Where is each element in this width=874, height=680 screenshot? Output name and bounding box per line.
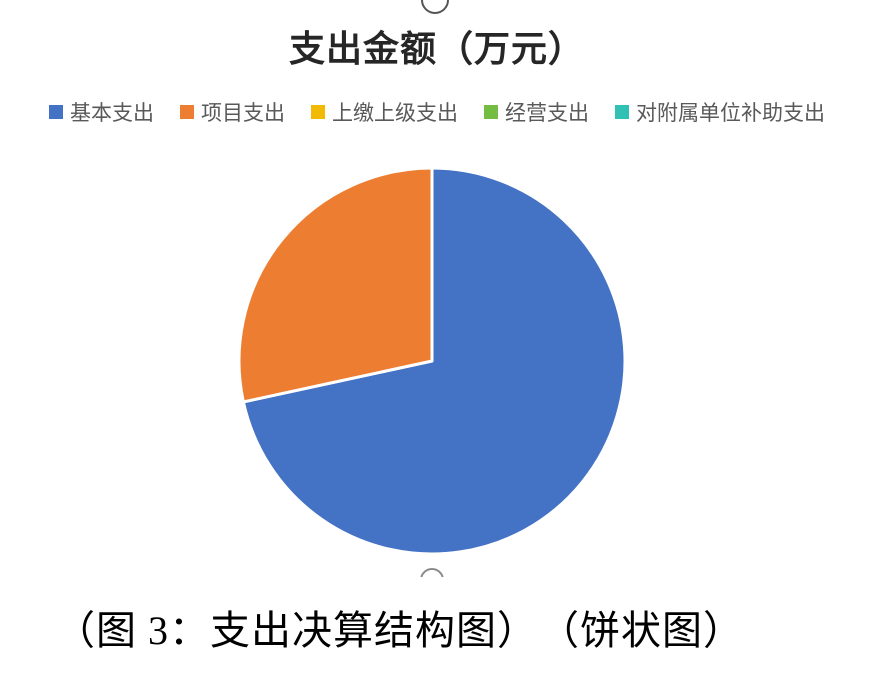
- legend-label-affiliated-subsidy: 对附属单位补助支出: [636, 101, 825, 125]
- legend-swatch-project-icon: [180, 105, 194, 119]
- pie-slice-0[interactable]: [241, 166, 627, 556]
- chart-title[interactable]: 支出金额（万元）: [288, 29, 585, 69]
- figure-caption: （图 3：支出决算结构图） （饼状图）: [55, 608, 744, 653]
- legend-item-affiliated-subsidy[interactable]: 对附属单位补助支出: [615, 97, 825, 127]
- legend-label-operating: 经营支出: [505, 101, 589, 125]
- legend-item-basic[interactable]: 基本支出: [49, 97, 154, 127]
- legend-item-operating[interactable]: 经营支出: [484, 97, 589, 127]
- rotation-handle-icon[interactable]: [420, 0, 450, 16]
- legend-swatch-basic-icon: [49, 105, 63, 119]
- chart-legend: 基本支出 项目支出 上缴上级支出 经营支出 对附属单位补助支出: [0, 97, 874, 127]
- pie-slice-1[interactable]: [237, 166, 434, 404]
- legend-swatch-affiliated-subsidy-icon: [615, 105, 629, 119]
- legend-item-upper-level[interactable]: 上缴上级支出: [311, 97, 458, 127]
- legend-item-project[interactable]: 项目支出: [180, 97, 285, 127]
- pie-chart[interactable]: [232, 161, 632, 561]
- legend-label-basic: 基本支出: [70, 101, 154, 125]
- legend-swatch-operating-icon: [484, 105, 498, 119]
- legend-label-project: 项目支出: [201, 101, 285, 125]
- resize-handle-icon[interactable]: [418, 567, 446, 577]
- legend-label-upper-level: 上缴上级支出: [332, 101, 458, 125]
- legend-swatch-upper-level-icon: [311, 105, 325, 119]
